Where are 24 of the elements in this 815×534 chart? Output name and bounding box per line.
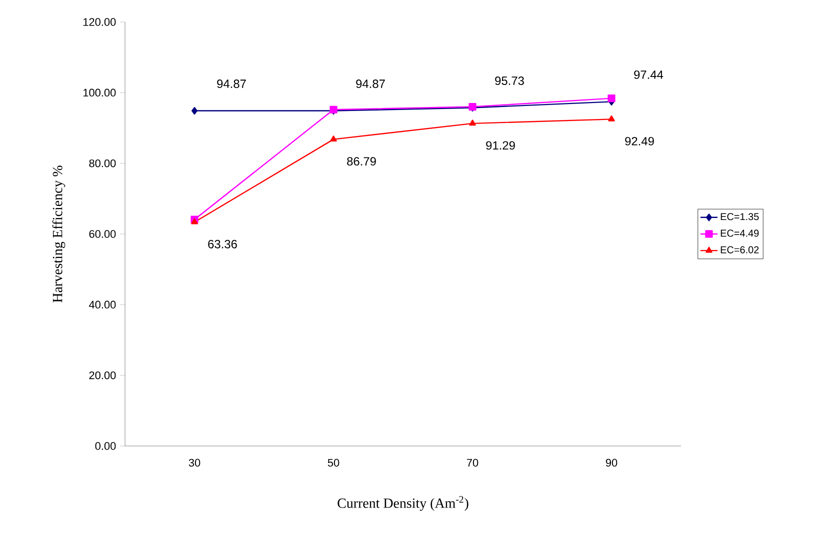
x-tick-label: 70 bbox=[466, 458, 478, 467]
y-tick-label: 20.00 bbox=[89, 371, 116, 380]
data-label: 92.49 bbox=[625, 136, 654, 146]
y-axis-title: Harvesting Efficiency % bbox=[52, 166, 66, 302]
data-label: 95.73 bbox=[495, 76, 524, 85]
data-label: 94.87 bbox=[217, 80, 246, 88]
x-tick-label: 90 bbox=[606, 458, 618, 467]
x-tick-label: 50 bbox=[328, 458, 340, 467]
y-tick-label: 80.00 bbox=[89, 159, 116, 168]
x-axis-title: Current Density (Am$^{-2}$) bbox=[338, 496, 468, 511]
legend-label: EC=6.02 bbox=[720, 246, 759, 254]
y-tick-label: 120.00 bbox=[83, 18, 116, 26]
data-label: 63.36 bbox=[208, 240, 237, 248]
y-tick-label: 60.00 bbox=[89, 230, 116, 238]
legend-label: EC=1.35 bbox=[720, 213, 759, 220]
data-label: 94.87 bbox=[356, 80, 385, 88]
data-label: 91.29 bbox=[486, 141, 515, 150]
x-tick-label: 30 bbox=[188, 458, 200, 467]
data-label: 97.44 bbox=[634, 70, 664, 79]
data-label: 86.79 bbox=[347, 157, 376, 166]
y-tick-label: 100.00 bbox=[83, 88, 116, 97]
legend-label: EC=4.49 bbox=[720, 230, 759, 237]
y-tick-label: 40.00 bbox=[88, 300, 116, 309]
y-tick-label: 0.00 bbox=[95, 442, 116, 450]
